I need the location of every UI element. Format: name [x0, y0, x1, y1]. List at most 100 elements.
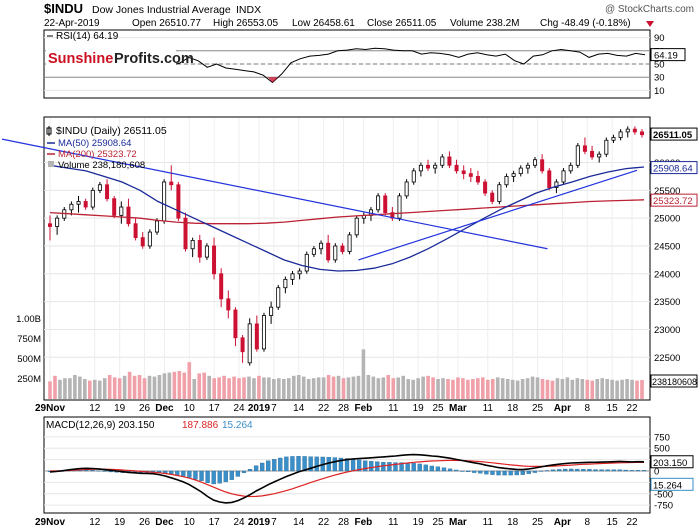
- macd-histogram-bar: [272, 459, 277, 472]
- volume-bar: [192, 379, 197, 399]
- volume-bar: [316, 377, 321, 399]
- macd-histogram-bar: [223, 470, 228, 483]
- x-axis-label-macd: 11: [388, 517, 399, 528]
- macd-histogram-bar: [278, 457, 283, 472]
- macd-histogram-bar: [484, 470, 489, 475]
- quote-open: Open 26510.77: [132, 18, 201, 29]
- candle-body: [554, 181, 559, 188]
- volume-bar: [575, 378, 580, 399]
- candle-body: [212, 245, 217, 275]
- x-axis-label-macd: 29Nov: [35, 517, 65, 528]
- x-axis-label-macd: 28: [338, 517, 350, 528]
- candle-body: [611, 137, 616, 141]
- rsi-tick-label: 30: [654, 73, 665, 84]
- candle-body: [454, 164, 459, 172]
- quote-low: Low 26458.61: [292, 18, 355, 29]
- ma200-legend: MA(200) 25323.72: [58, 149, 137, 160]
- candle-body: [304, 253, 309, 272]
- volume-bar: [391, 378, 396, 399]
- candle-body: [347, 234, 352, 252]
- x-axis-label-price: 8: [584, 403, 590, 414]
- candle-body: [461, 170, 466, 175]
- volume-bar: [197, 373, 202, 399]
- volume-bar: [122, 375, 127, 399]
- volume-bar: [237, 378, 241, 399]
- x-axis-label-macd: 18: [507, 517, 519, 528]
- candle-body: [105, 184, 110, 200]
- macd-histogram-bar: [532, 470, 538, 473]
- volume-bar: [590, 380, 595, 399]
- macd-histogram-bar: [235, 470, 241, 477]
- x-axis-label-macd: 8: [584, 517, 590, 528]
- macd-histogram-bar: [193, 470, 198, 480]
- x-axis-label-price: 15: [607, 403, 619, 414]
- volume-bar: [306, 379, 311, 399]
- x-axis-label-price: 19: [114, 403, 126, 414]
- macd-tick-label: 750: [654, 432, 670, 443]
- macd-tick-label: 500: [654, 444, 670, 455]
- volume-bar: [107, 375, 112, 399]
- x-axis-label-price: 24: [233, 403, 245, 414]
- macd-histogram-bar: [569, 468, 574, 472]
- candle-body: [604, 139, 609, 155]
- macd-histogram-bar: [96, 470, 101, 472]
- macd-histogram-bar: [514, 470, 519, 476]
- volume-bar: [331, 376, 336, 399]
- macd-histogram-bar: [472, 470, 477, 473]
- macd-value-tag-text: 203.150: [653, 458, 687, 469]
- rsi-value-tag-text: 64.19: [654, 51, 678, 62]
- volume-bar: [83, 379, 87, 399]
- candle-body: [483, 181, 488, 194]
- candle-body: [48, 223, 53, 227]
- candle-body: [169, 181, 174, 186]
- candle-body: [640, 131, 645, 136]
- macd-histogram-bar: [635, 470, 641, 472]
- macd-histogram-bar: [302, 456, 307, 472]
- x-axis-label-macd: 12: [89, 517, 101, 528]
- volume-bar: [286, 378, 291, 399]
- volume-bar: [515, 380, 520, 399]
- quote-date: 22-Apr-2019: [44, 18, 100, 29]
- macd-histogram-bar: [496, 470, 501, 476]
- rsi-tick-label: 50: [654, 60, 665, 71]
- macd-histogram-bar: [575, 468, 580, 472]
- volume-bar: [530, 376, 535, 399]
- x-axis-label-macd: 19: [114, 517, 126, 528]
- candle-body: [219, 273, 224, 300]
- volume-bar: [615, 380, 619, 399]
- macd-histogram-bar: [490, 470, 495, 475]
- volume-bar: [112, 377, 117, 399]
- volume-bar: [485, 379, 490, 399]
- macd-histogram-bar: [266, 460, 271, 472]
- volume-bar: [277, 378, 281, 399]
- x-axis-label-macd: 2019: [248, 517, 271, 528]
- x-axis-label-price: 14: [293, 403, 305, 414]
- macd-histogram-bar: [508, 470, 513, 476]
- macd-histogram-bar: [338, 457, 344, 472]
- candle-body: [226, 298, 231, 311]
- volume-bar: [505, 379, 510, 399]
- macd-tick-label: -750: [654, 501, 673, 512]
- macd-histogram-bar: [393, 462, 398, 472]
- x-axis-label-macd: 24: [233, 517, 245, 528]
- macd-tick-label: 0: [654, 467, 659, 478]
- candle-body: [154, 220, 159, 233]
- price-tick-label: 24000: [654, 269, 680, 280]
- ma200-line: [49, 199, 645, 225]
- x-axis-label-macd: 15: [607, 517, 619, 528]
- macd-histogram-bar: [290, 456, 295, 472]
- x-axis-label-price: 25: [432, 403, 444, 414]
- volume-bar: [451, 379, 455, 399]
- x-axis-label-macd: 26: [139, 517, 151, 528]
- candle-body: [297, 270, 302, 275]
- candle-body: [319, 242, 324, 250]
- volume-bar: [97, 380, 102, 399]
- volume-bar: [635, 380, 639, 399]
- candle-body: [497, 184, 502, 202]
- macd-histogram-bar: [544, 470, 550, 472]
- macd-histogram-bar: [187, 470, 192, 478]
- candle-body: [597, 153, 602, 158]
- volume-bar: [311, 378, 316, 399]
- x-axis-label-macd: 22: [318, 517, 330, 528]
